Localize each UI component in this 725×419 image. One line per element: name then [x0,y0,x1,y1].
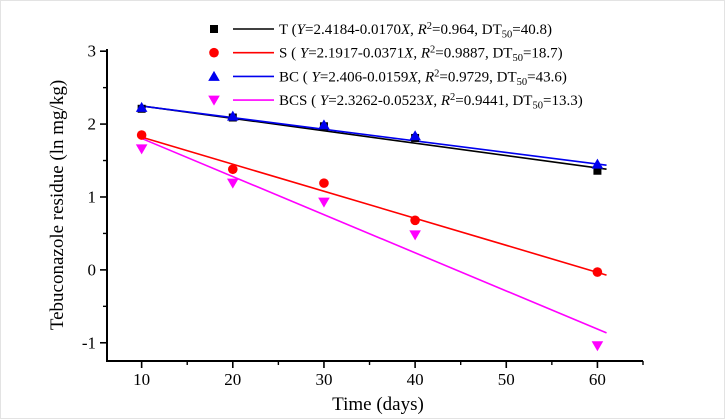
y-axis-title: Tebuconazole residue (ln mg/kg) [47,80,68,330]
data-point-T-60 [593,166,602,175]
legend-item-S: S ( Y=2.1917-0.0371X, R2=0.9887, DT50=18… [209,45,563,64]
x-tick-label: 10 [133,370,150,389]
legend-text-segment: 2 [450,92,455,103]
legend-label-S: S ( Y=2.1917-0.0371X, R2=0.9887, DT50=18… [279,45,563,64]
data-point-S-10 [136,130,147,140]
legend-text-segment: =0.9887, DT [435,46,512,62]
legend-text-segment: , [433,93,441,109]
data-point-BCS-30 [318,197,330,208]
legend-marker-T [210,25,218,33]
legend-text-segment: =0.9729, DT [439,69,516,85]
legend-marker-S [209,47,219,58]
fit-line-BCS [141,137,607,334]
legend-label-BCS: BCS ( Y=2.3262-0.0523X, R2=0.9441, DT50=… [279,92,583,112]
legend: T (Y=2.4184-0.0170X, R2=0.964, DT50=40.8… [208,21,583,112]
legend-text-segment: =2.4184-0.0170 [305,22,401,38]
legend-text-segment: BCS ( [279,93,320,109]
legend-text-segment: 2 [430,45,435,56]
data-point-S-60 [592,267,603,277]
legend-text-segment: 50 [502,30,513,41]
legend-label-BC: BC ( Y=2.406-0.0159X, R2=0.9729, DT50=43… [279,68,567,88]
legend-text-segment: 2 [434,68,439,79]
legend-item-BCS: BCS ( Y=2.3262-0.0523X, R2=0.9441, DT50=… [208,92,583,112]
legend-text-segment: =2.1917-0.0371 [308,46,404,62]
y-tick-label: -1 [82,333,96,352]
legend-text-segment: X [423,93,434,109]
data-point-BC-30 [318,119,330,130]
legend-text-segment: X [400,22,411,38]
x-tick-label: 40 [407,370,424,389]
legend-text-segment: , [413,46,421,62]
x-axis-title: Time (days) [332,394,424,415]
y-tick-label: 0 [88,260,97,279]
legend-text-segment: Y [297,22,307,38]
legend-text-segment: =0.9441, DT [455,93,532,109]
x-tick-label: 30 [315,370,332,389]
legend-text-segment: T ( [279,22,297,38]
legend-text-segment: =2.406-0.0159 [320,69,408,85]
legend-text-segment: 50 [512,53,523,64]
data-point-BCS-20 [226,178,239,189]
legend-item-BC: BC ( Y=2.406-0.0159X, R2=0.9729, DT50=43… [208,68,567,88]
legend-text-segment: R [420,46,430,62]
legend-text-segment: Y [320,93,330,109]
legend-text-segment: Y [312,69,322,85]
legend-text-segment: =43.6) [527,69,567,85]
x-tick-label: 50 [498,370,515,389]
legend-text-segment: 50 [517,77,528,88]
data-point-BC-60 [591,158,604,169]
legend-text-segment: =2.3262-0.0523 [328,93,424,109]
y-tick-label: 2 [88,115,97,134]
legend-label-T: T (Y=2.4184-0.0170X, R2=0.964, DT50=40.8… [279,21,552,41]
legend-text-segment: =40.8) [512,22,552,38]
legend-text-segment: 50 [532,101,543,112]
data-point-BCS-40 [409,230,421,241]
legend-text-segment: =18.7) [523,46,563,62]
data-point-BC-20 [226,110,239,121]
legend-marker-BC [208,70,220,81]
data-point-BCS-60 [591,341,604,352]
legend-text-segment: 2 [427,21,432,32]
legend-text-segment: , [410,22,418,38]
legend-text-segment: , [418,69,426,85]
data-point-BC-40 [409,130,421,141]
legend-item-T: T (Y=2.4184-0.0170X, R2=0.964, DT50=40.8… [210,21,552,41]
y-tick-label: 3 [88,42,97,61]
data-point-BCS-10 [135,144,148,155]
legend-marker-BCS [208,95,220,106]
legend-text-segment: R [440,93,450,109]
y-tick-label: 1 [88,187,97,206]
legend-text-segment: BC ( [279,69,312,85]
legend-text-segment: X [407,69,418,85]
legend-text-segment: R [417,22,427,38]
data-point-S-40 [410,215,420,226]
x-tick-label: 60 [589,370,606,389]
legend-text-segment: =0.964, DT [432,22,502,38]
legend-text-segment: X [403,46,414,62]
x-tick-label: 20 [224,370,241,389]
legend-text-segment: =13.3) [543,93,583,109]
legend-text-segment: Y [300,46,310,62]
fit-line-BC [141,105,607,166]
legend-text-segment: S ( [279,46,300,62]
data-point-S-30 [319,178,329,188]
fit-line-S [141,136,607,276]
data-point-BC-10 [135,101,148,112]
legend-text-segment: R [424,69,434,85]
data-point-S-20 [227,164,238,175]
